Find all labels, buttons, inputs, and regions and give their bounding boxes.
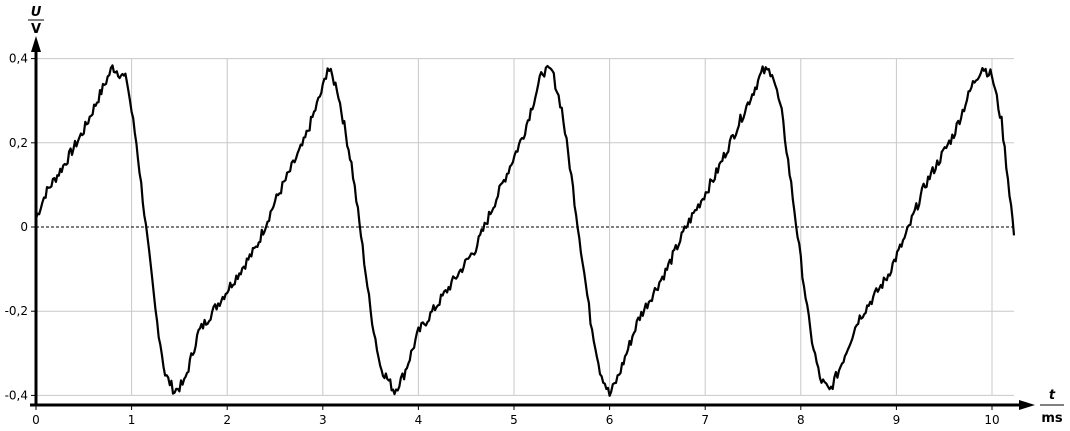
y-axis: U V [28, 5, 44, 405]
x-tick-label: 6 [606, 413, 614, 427]
y-tick-label: 0,4 [9, 52, 28, 66]
y-axis-unit: V [31, 22, 41, 37]
x-axis-arrow-icon [1019, 400, 1035, 410]
x-tick-label: 8 [797, 413, 805, 427]
x-tick-label: 4 [415, 413, 423, 427]
x-tick-label: 9 [893, 413, 901, 427]
x-tick-label: 5 [510, 413, 518, 427]
y-tick-label: -0,2 [5, 304, 28, 318]
ticks: 0 1 2 3 4 5 6 7 8 9 10 0,4 0,2 0 -0,2 -0,4 [5, 52, 1000, 427]
signal-line [34, 64, 1016, 397]
x-tick-label: 7 [701, 413, 709, 427]
x-tick-label: 0 [32, 413, 40, 427]
x-tick-label: 2 [223, 413, 231, 427]
y-tick-label: 0 [20, 220, 28, 234]
x-tick-label: 10 [984, 413, 999, 427]
x-axis-symbol: t [1049, 388, 1056, 403]
x-axis: t ms [30, 388, 1064, 426]
x-axis-unit: ms [1041, 411, 1063, 426]
x-tick-label: 3 [319, 413, 327, 427]
grid [36, 58, 1014, 396]
y-tick-label: 0,2 [9, 136, 28, 150]
y-axis-symbol: U [31, 5, 42, 20]
x-tick-label: 1 [128, 413, 136, 427]
y-axis-arrow-icon [31, 36, 41, 52]
y-tick-label: -0,4 [5, 388, 28, 402]
